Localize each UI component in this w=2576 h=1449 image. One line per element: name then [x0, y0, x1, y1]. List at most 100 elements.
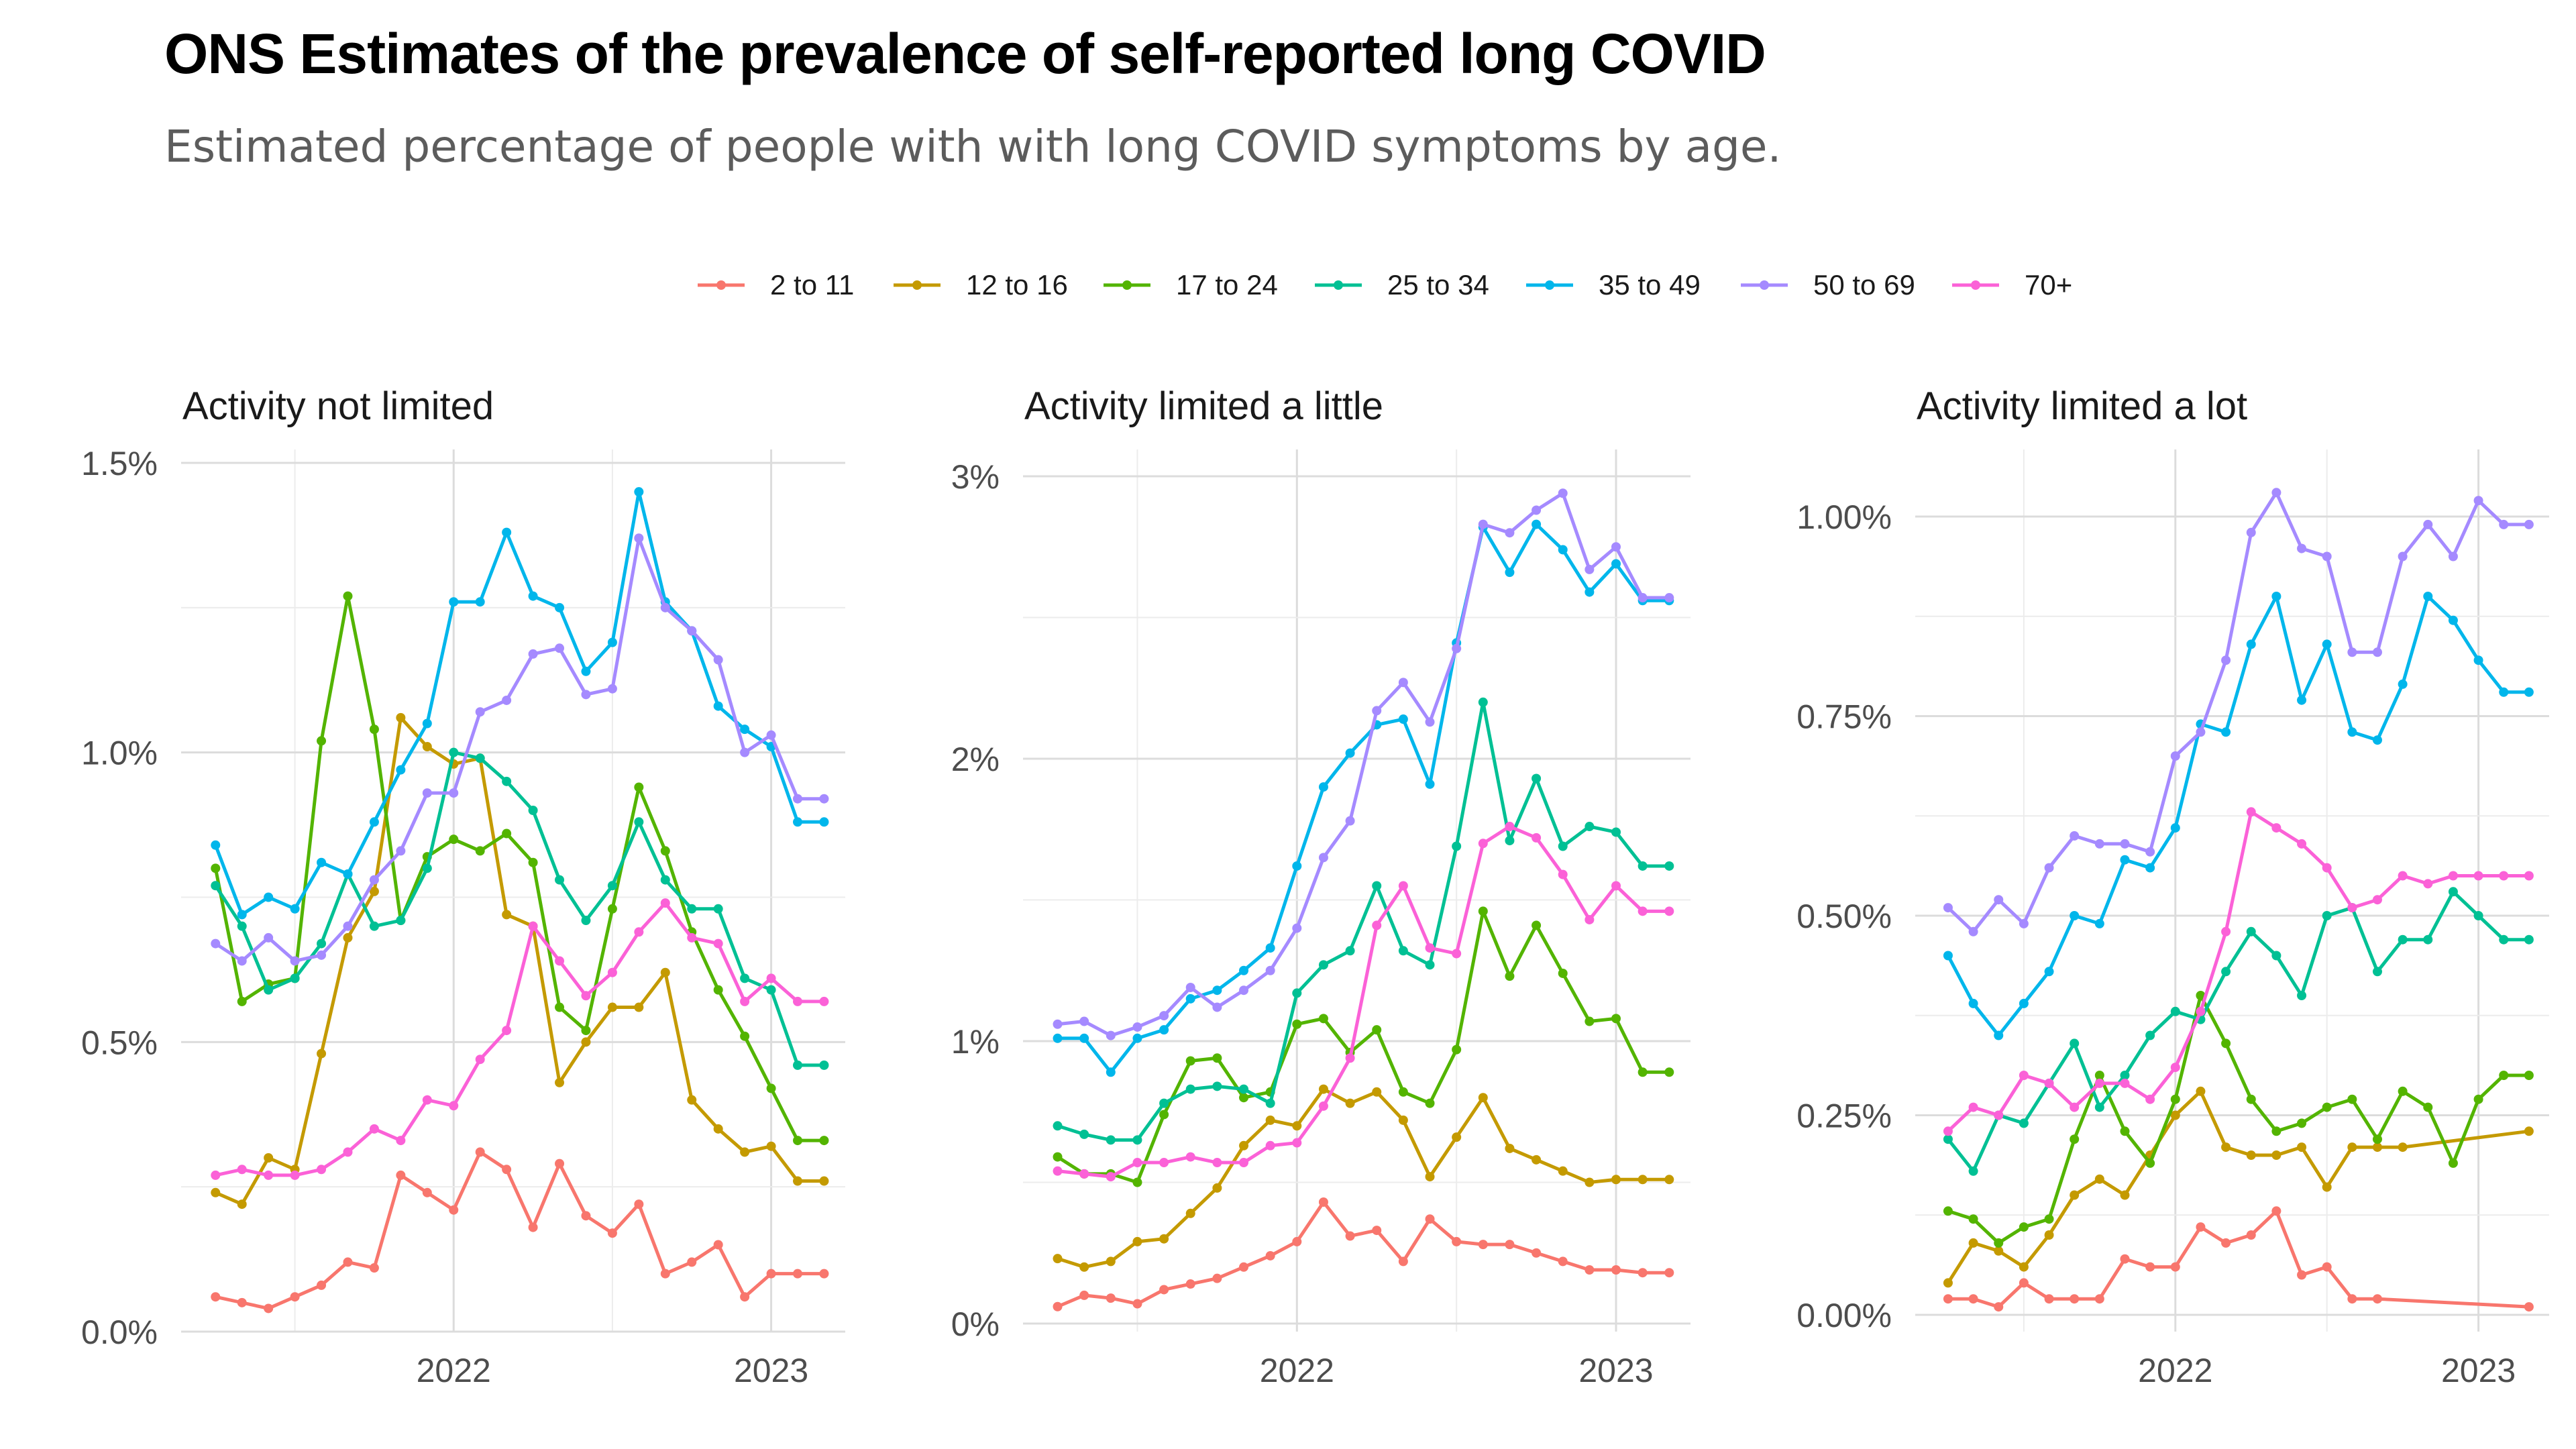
legend-label: 70+ — [2025, 269, 2072, 301]
data-point — [1292, 1121, 1302, 1131]
data-point — [1053, 1152, 1063, 1162]
series-line — [214, 751, 824, 1067]
data-point — [1053, 1033, 1063, 1043]
y-tick-label: 0.25% — [1796, 1097, 1892, 1135]
data-point — [2322, 863, 2332, 873]
data-point — [2499, 519, 2509, 529]
series-50-to-69 — [1943, 488, 2534, 936]
data-point — [2297, 839, 2307, 849]
facet-title: Activity not limited — [182, 384, 494, 428]
data-point — [687, 1257, 697, 1267]
data-point — [819, 1060, 829, 1070]
data-point — [660, 875, 670, 885]
data-point — [581, 666, 591, 676]
data-point — [1638, 593, 1648, 603]
data-point — [2473, 911, 2483, 920]
data-point — [2271, 1206, 2282, 1216]
data-point — [2120, 1190, 2130, 1200]
data-point — [422, 742, 432, 752]
data-point — [1638, 1268, 1648, 1278]
data-point — [1425, 960, 1435, 970]
series-line — [1947, 490, 2529, 934]
x-tick-label: 2023 — [2441, 1352, 2516, 1389]
data-point — [555, 956, 565, 966]
data-point — [1318, 1101, 1328, 1111]
data-point — [2044, 1294, 2054, 1304]
data-point — [793, 1060, 803, 1070]
y-tick-label: 0.00% — [1796, 1297, 1892, 1334]
data-point — [740, 747, 750, 757]
data-point — [2398, 1142, 2408, 1152]
data-point — [819, 1269, 829, 1279]
data-point — [766, 730, 776, 740]
data-point — [2524, 687, 2534, 697]
data-point — [1239, 1084, 1249, 1094]
data-point — [502, 776, 512, 786]
data-point — [1106, 1256, 1116, 1267]
data-point — [555, 602, 565, 612]
data-point — [290, 956, 300, 966]
data-point — [1292, 1138, 1302, 1148]
data-point — [2322, 639, 2332, 649]
series-50-to-69 — [211, 533, 829, 966]
legend-item-35-to-49: 35 to 49 — [1526, 269, 1701, 301]
data-point — [634, 533, 644, 543]
data-point — [2019, 998, 2029, 1008]
data-point — [2499, 687, 2509, 697]
data-point — [317, 736, 327, 746]
data-point — [1292, 988, 1302, 998]
data-point — [2347, 1142, 2357, 1152]
data-point — [1239, 1093, 1249, 1103]
data-point — [555, 875, 565, 885]
data-point — [2297, 1142, 2307, 1152]
data-point — [2347, 903, 2357, 913]
data-point — [211, 863, 221, 873]
legend-key-point — [912, 280, 922, 290]
data-point — [1372, 1087, 1382, 1097]
series-35-to-49 — [1943, 592, 2534, 1040]
data-point — [2297, 991, 2307, 1000]
data-point — [1611, 1175, 1621, 1185]
data-point — [2271, 951, 2282, 961]
data-point — [1372, 881, 1382, 891]
data-point — [1185, 1084, 1195, 1094]
data-point — [449, 835, 459, 845]
legend-item-25-to-34: 25 to 34 — [1315, 269, 1489, 301]
data-point — [1318, 1197, 1328, 1207]
data-point — [449, 788, 459, 798]
data-point — [2297, 1270, 2307, 1280]
data-point — [2297, 543, 2307, 553]
y-tick-label: 1.0% — [81, 735, 158, 772]
data-point — [475, 1147, 485, 1157]
data-point — [1159, 1011, 1169, 1021]
series-line — [1946, 890, 2529, 1173]
data-point — [581, 690, 591, 700]
data-point — [1079, 1262, 1089, 1272]
data-point — [1664, 906, 1674, 916]
data-point — [713, 655, 723, 665]
data-point — [1132, 1299, 1142, 1309]
data-point — [2372, 1294, 2382, 1304]
data-point — [555, 1002, 565, 1012]
data-point — [343, 1147, 353, 1157]
data-point — [1398, 1087, 1408, 1097]
data-point — [2372, 1134, 2382, 1144]
data-point — [819, 1176, 829, 1186]
data-point — [1079, 1169, 1089, 1179]
data-point — [1318, 1014, 1328, 1024]
data-point — [634, 487, 644, 497]
series-25-to-34 — [211, 747, 829, 1070]
data-point — [1478, 1093, 1488, 1103]
data-point — [502, 828, 512, 839]
data-point — [369, 921, 379, 931]
data-point — [237, 1165, 247, 1175]
data-point — [819, 817, 829, 827]
data-point — [1532, 1155, 1542, 1165]
data-point — [1968, 1102, 1978, 1112]
data-point — [1532, 1248, 1542, 1258]
data-point — [343, 869, 353, 879]
legend-label: 50 to 69 — [1813, 269, 1915, 301]
y-tick-label: 0.0% — [81, 1313, 158, 1351]
data-point — [2423, 519, 2433, 529]
data-point — [1265, 943, 1275, 953]
